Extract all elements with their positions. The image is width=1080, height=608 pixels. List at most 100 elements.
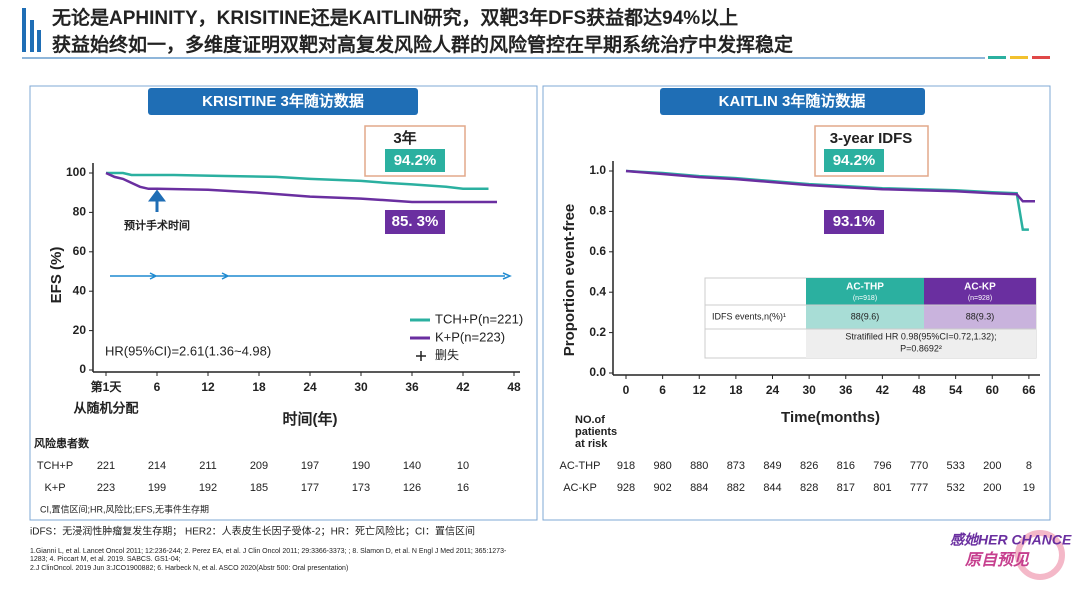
risk-value: 209 — [250, 460, 268, 472]
risk-value: 816 — [837, 460, 855, 472]
risk-value: 190 — [352, 460, 370, 472]
risk-title: 风险患者数 — [34, 436, 90, 450]
risk-value: 533 — [946, 460, 964, 472]
hr-note: Stratifiled HR 0.98(95%CI=0.72,1.32); — [845, 331, 996, 341]
x-tick-label: 24 — [303, 380, 317, 394]
annotation: 3-year IDFS — [830, 130, 913, 147]
risk-value: 177 — [301, 482, 319, 494]
risk-value: 126 — [403, 482, 421, 494]
risk-row-label: AC-THP — [560, 460, 601, 472]
legend-censor — [416, 351, 426, 361]
surgery-arrow — [148, 189, 166, 212]
y-tick-label: 40 — [73, 283, 87, 297]
y-tick-label: 1.0 — [589, 163, 606, 177]
risk-value: 777 — [910, 482, 928, 494]
x-tick-label: 0 — [623, 383, 630, 397]
risk-value: 849 — [763, 460, 781, 472]
x-tick-label: 42 — [876, 383, 890, 397]
annotation: 94.2% — [394, 152, 437, 169]
table-row-label: IDFS events,n(%)¹ — [712, 311, 786, 321]
series-line — [106, 171, 489, 191]
risk-row-label: TCH+P — [37, 460, 73, 472]
rule-accent — [988, 56, 1006, 59]
legend-label: TCH+P(n=221) — [435, 311, 523, 326]
risk-value: 801 — [873, 482, 891, 494]
risk-value: 882 — [727, 482, 745, 494]
risk-value: 173 — [352, 482, 370, 494]
risk-title: NO.of — [575, 414, 605, 426]
panel — [542, 85, 1051, 521]
y-tick-label: 0 — [79, 362, 86, 376]
logo: 感她HER CHANCE — [950, 532, 1072, 548]
footnote: iDFS：无浸润性肿瘤复发生存期； HER2：人表皮生长因子受体-2；HR：死亡… — [30, 525, 475, 538]
accent-bar — [37, 30, 41, 52]
y-tick-label: 100 — [66, 165, 86, 179]
x-sublabel: 从随机分配 — [73, 400, 138, 415]
accent-bar — [22, 8, 26, 52]
y-tick-label: 0.4 — [589, 284, 606, 298]
x-tick-label: 6 — [659, 383, 666, 397]
x-tick-label: 30 — [354, 380, 368, 394]
title-line: 获益始终如一，多维度证明双靶对高复发风险人群的风险管控在早期系统治疗中发挥稳定 — [52, 33, 793, 56]
table-cell-text: 88(9.3) — [966, 311, 995, 321]
table-header — [806, 278, 924, 305]
panel — [29, 85, 538, 521]
x-tick-label: 42 — [456, 380, 470, 394]
annotation: 94.2% — [833, 152, 876, 169]
y-axis-label: Proportion event-free — [561, 204, 578, 357]
table-header-text: (n=928) — [968, 295, 992, 302]
risk-value: 200 — [983, 460, 1001, 472]
table-cell-text: 88(9.6) — [851, 311, 880, 321]
annotation: 3年 — [393, 129, 416, 147]
risk-value: 828 — [800, 482, 818, 494]
label-pill — [824, 149, 884, 172]
y-axis-label: EFS (%) — [48, 247, 65, 304]
risk-value: 221 — [97, 460, 115, 472]
reference: 1.Gianni L, et al. Lancet Oncol 2011; 12… — [30, 548, 507, 555]
annotation: 预计手术时间 — [124, 218, 190, 232]
y-tick-label: 80 — [73, 205, 87, 219]
table-header-text: AC-THP — [846, 282, 884, 293]
risk-title: at risk — [575, 438, 608, 450]
annotation: 85. 3% — [392, 213, 439, 230]
table-cell — [806, 305, 924, 329]
y-tick-label: 0.0 — [589, 365, 606, 379]
risk-value: 140 — [403, 460, 421, 472]
risk-value: 796 — [873, 460, 891, 472]
logo-ribbon — [1015, 530, 1065, 580]
hr-note: P=0.8692² — [900, 343, 942, 353]
rule-accent — [1010, 56, 1028, 59]
risk-value: 16 — [457, 482, 469, 494]
timeline-arrow — [110, 272, 512, 280]
panel-title: KRISITINE 3年随访数据 — [202, 92, 364, 110]
risk-value: 211 — [199, 460, 217, 472]
x-tick-label: 第1天 — [91, 379, 123, 394]
risk-value: 532 — [946, 482, 964, 494]
x-tick-label: 24 — [766, 383, 780, 397]
x-tick-label: 6 — [154, 380, 161, 394]
risk-value: 902 — [653, 482, 671, 494]
risk-value: 884 — [690, 482, 708, 494]
logo: 原自预见 — [964, 551, 1030, 569]
y-tick-label: 0.2 — [589, 325, 606, 339]
risk-value: 844 — [763, 482, 781, 494]
risk-value: 185 — [250, 482, 268, 494]
risk-value: 223 — [97, 482, 115, 494]
y-tick-label: 0.8 — [589, 204, 606, 218]
label-pill — [385, 210, 445, 234]
x-tick-label: 60 — [986, 383, 1000, 397]
risk-value: 214 — [148, 460, 166, 472]
risk-value: 10 — [457, 460, 469, 472]
panel-title: KAITLIN 3年随访数据 — [719, 92, 866, 110]
x-axis-label: Time(months) — [781, 409, 880, 426]
risk-value: 873 — [727, 460, 745, 472]
accent-bar — [30, 20, 34, 52]
x-tick-label: 48 — [507, 380, 521, 394]
y-tick-label: 0.6 — [589, 244, 606, 258]
risk-value: 19 — [1023, 482, 1035, 494]
risk-value: 880 — [690, 460, 708, 472]
risk-value: 826 — [800, 460, 818, 472]
reference: 1283; 4. Piccart M, et al. 2019. SABCS. … — [30, 556, 181, 563]
risk-value: 770 — [910, 460, 928, 472]
series-line — [625, 169, 1035, 203]
